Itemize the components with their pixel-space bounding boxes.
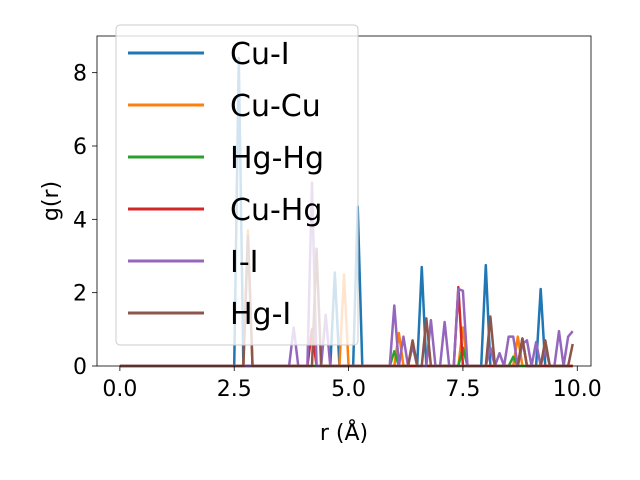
- x-tick-label: 5.0: [331, 377, 366, 402]
- legend-label: Cu-Hg: [230, 193, 322, 228]
- x-tick-label: 7.5: [445, 377, 480, 402]
- y-tick-label: 6: [73, 135, 87, 160]
- legend-label: Cu-I: [230, 37, 290, 72]
- legend: Cu-I Cu-Cu Hg-Hg Cu-Hg I-I Hg-I: [115, 24, 359, 346]
- y-tick-label: 4: [73, 208, 87, 233]
- legend-label: Hg-I: [230, 297, 291, 332]
- x-tick-label: 0.0: [102, 377, 137, 402]
- legend-label: Hg-Hg: [230, 141, 324, 176]
- legend-label: Cu-Cu: [230, 89, 321, 124]
- y-ticks: 0 2 4 6 8: [73, 62, 97, 380]
- x-tick-label: 2.5: [217, 377, 252, 402]
- y-tick-label: 8: [73, 62, 87, 87]
- legend-label: I-I: [230, 245, 259, 280]
- y-tick-label: 0: [73, 355, 87, 380]
- y-tick-label: 2: [73, 282, 87, 307]
- y-axis-label: g(r): [39, 181, 64, 221]
- x-axis-label: r (Å): [320, 419, 368, 446]
- x-tick-label: 10.0: [553, 377, 602, 402]
- x-ticks: 0.0 2.5 5.0 7.5 10.0: [102, 366, 602, 402]
